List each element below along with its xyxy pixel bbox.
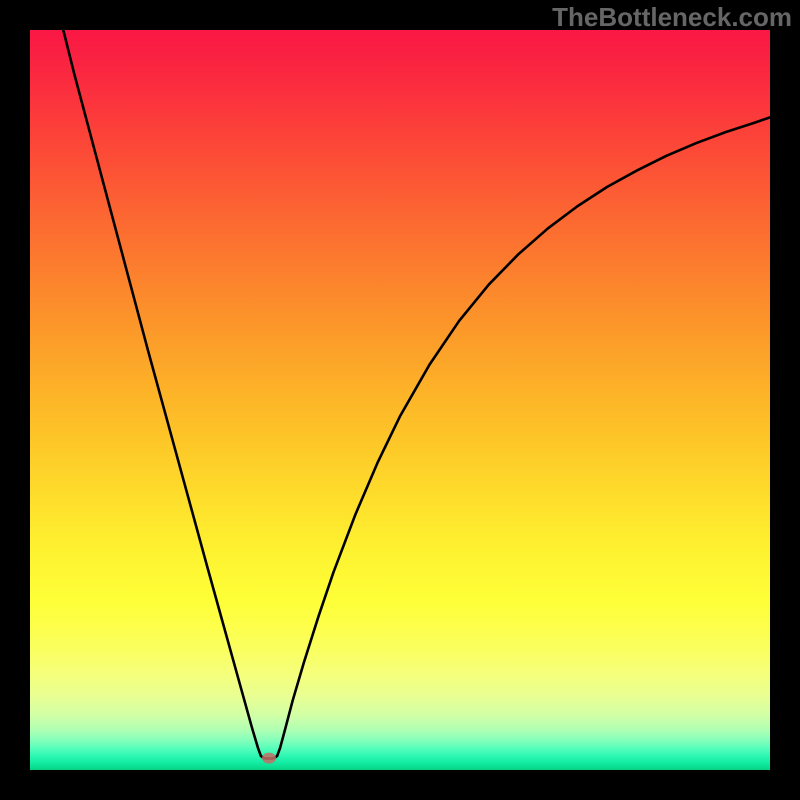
chart-plot-area: [30, 30, 770, 770]
optimal-point-marker: [262, 753, 276, 764]
chart-background: [30, 30, 770, 770]
watermark-text: TheBottleneck.com: [552, 2, 792, 33]
chart-svg: [30, 30, 770, 770]
